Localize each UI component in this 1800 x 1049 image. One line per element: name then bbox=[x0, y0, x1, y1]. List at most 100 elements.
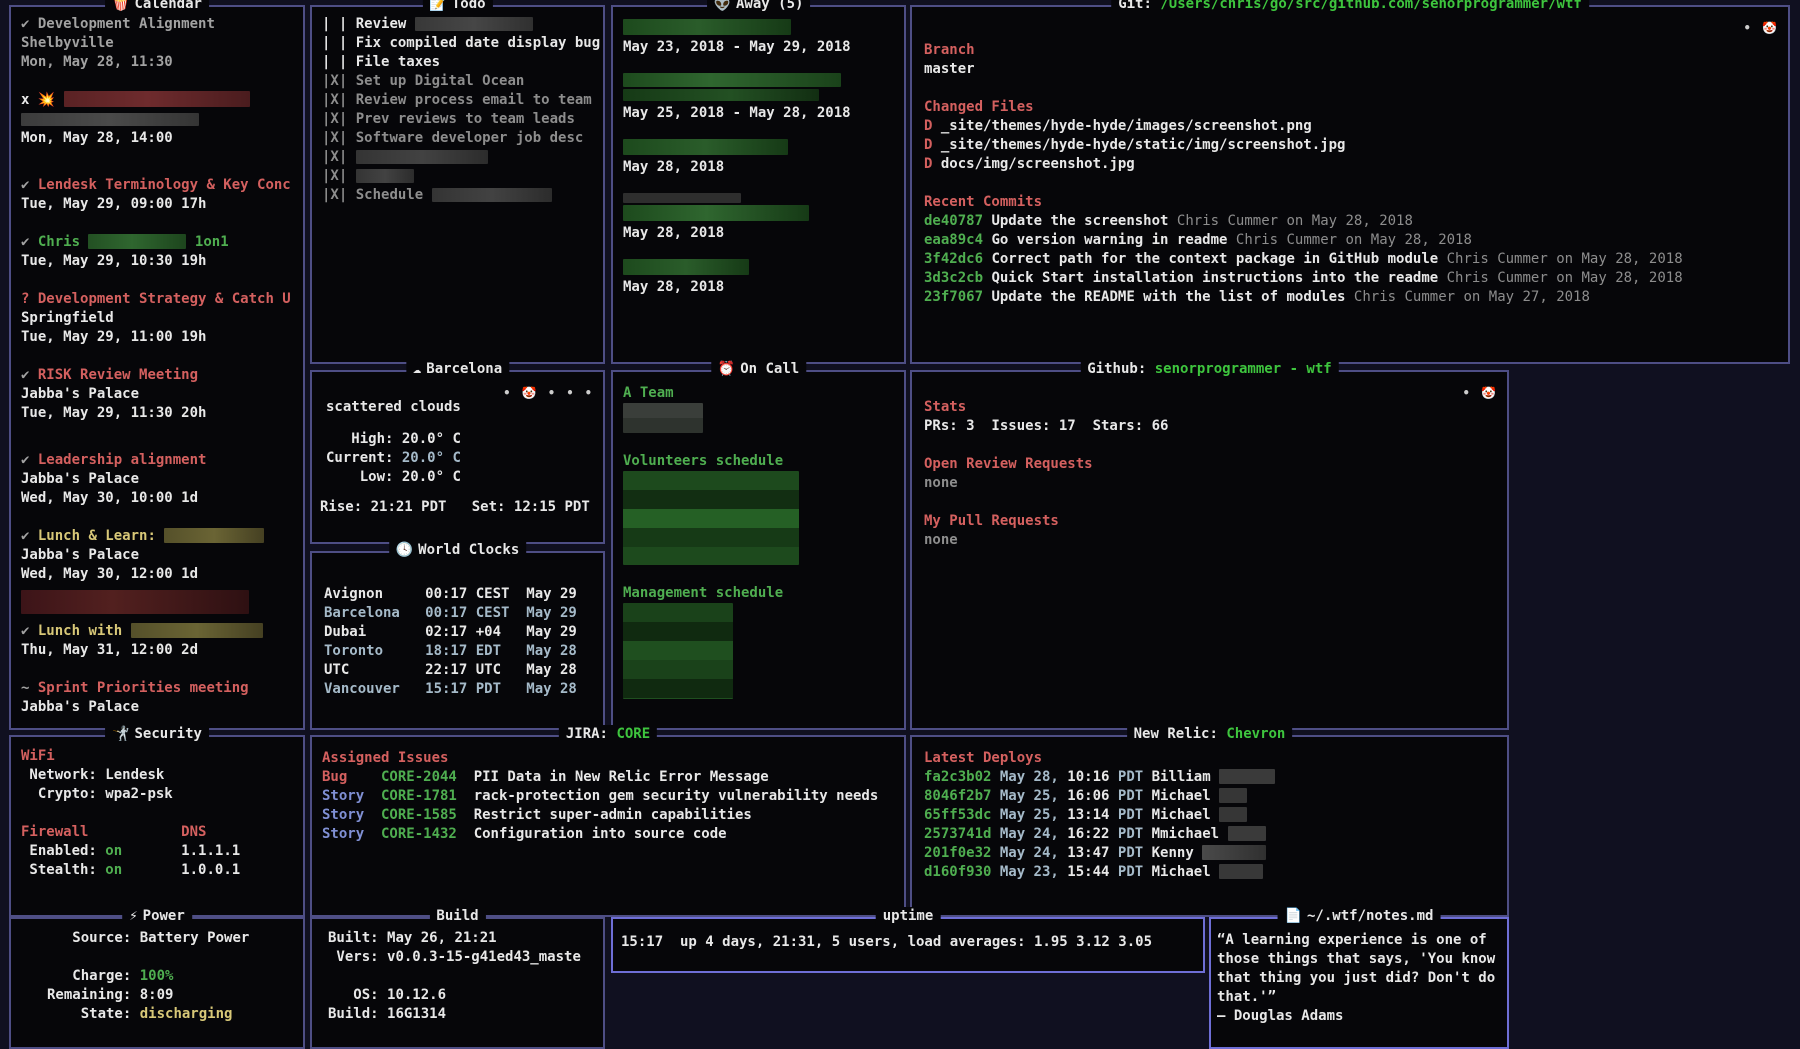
away-dates: May 28, 2018 bbox=[623, 225, 725, 241]
redacted-block bbox=[623, 471, 799, 565]
git-changed-file: D _site/themes/hyde-hyde/images/screensh… bbox=[924, 118, 1312, 134]
todo-item[interactable]: |X| bbox=[322, 167, 593, 186]
weather-panel-title: ☁ Barcelona bbox=[405, 360, 510, 379]
alarm-clock-icon: ⏰ bbox=[717, 361, 736, 377]
redacted-block bbox=[1219, 807, 1248, 822]
pager-dots[interactable]: • 🤡 bbox=[1743, 21, 1779, 35]
build-panel: Build Built: May 26, 21:21 Vers: v0.0.3-… bbox=[310, 907, 605, 1049]
redacted-block bbox=[1219, 769, 1276, 784]
away-dates: May 25, 2018 - May 28, 2018 bbox=[623, 105, 851, 121]
git-commit: 3d3c2cb Quick Start installation instruc… bbox=[924, 270, 1683, 286]
weather-panel: ☁ Barcelona • 🤡 • • • scattered clouds Hi… bbox=[310, 360, 605, 544]
event-datetime: Tue, May 29, 11:30 20h bbox=[21, 405, 207, 421]
calendar-event: ✔ Lunch with Thu, May 31, 12:00 2d bbox=[21, 622, 293, 660]
git-repo-path: /Users/chris/go/src/github.com/senorprog… bbox=[1160, 0, 1582, 12]
todo-item[interactable]: | | Fix compiled date display bug bbox=[322, 35, 601, 51]
github-panel: Github: senorprogrammer - wtf • 🤡 Stats … bbox=[910, 360, 1509, 730]
event-title: Development Strategy & Catch U bbox=[37, 291, 291, 307]
event-title: Lendesk Terminology & Key Conc bbox=[37, 177, 291, 193]
calendar-event: ? Development Strategy & Catch U Springf… bbox=[21, 290, 293, 347]
deploy-row: 65ff53dc May 25, 13:14 PDT Michael bbox=[924, 806, 1497, 825]
wifi-network: Lendesk bbox=[105, 767, 165, 783]
away-entry: May 28, 2018 bbox=[623, 259, 894, 297]
github-open-reviews: none bbox=[924, 475, 958, 491]
todo-item[interactable]: |X| Software developer job desc bbox=[322, 130, 584, 146]
clock-icon: 🕓 bbox=[395, 542, 414, 558]
new-relic-panel: New Relic: Chevron Latest Deploys fa2c3b… bbox=[910, 725, 1509, 917]
deploy-row: 201f0e32 May 24, 13:47 PDT Kenny bbox=[924, 844, 1497, 863]
event-title: Sprint Priorities meeting bbox=[37, 680, 249, 696]
github-stats: PRs: 3 Issues: 17 Stars: 66 bbox=[924, 418, 1169, 434]
weather-condition: scattered clouds bbox=[326, 399, 461, 415]
popcorn-icon: 🍿 bbox=[112, 0, 130, 12]
on-call-panel: ⏰ On Call A Team Volunteers schedule Mana… bbox=[611, 360, 906, 730]
jira-issue-row[interactable]: Story CORE-1432 Configuration into source … bbox=[322, 826, 727, 842]
dns-primary: 1.1.1.1 bbox=[181, 843, 241, 859]
redacted-block bbox=[623, 139, 788, 155]
firewall-enabled: on bbox=[105, 843, 123, 859]
todo-item[interactable]: |X| Review process email to team bbox=[322, 92, 592, 108]
redacted-block bbox=[623, 403, 703, 433]
event-title: Development Alignment bbox=[37, 16, 215, 32]
event-datetime: Tue, May 29, 10:30 19h bbox=[21, 253, 207, 269]
todo-item[interactable]: | | Review bbox=[322, 15, 593, 34]
todo-item[interactable]: | | File taxes bbox=[322, 54, 441, 70]
event-datetime: Tue, May 29, 09:00 17h bbox=[21, 196, 207, 212]
todo-checkbox: |X| bbox=[322, 149, 348, 165]
redacted-block bbox=[1219, 788, 1248, 803]
todo-item[interactable]: |X| Prev reviews to team leads bbox=[322, 111, 575, 127]
jira-issue-row[interactable]: Story CORE-1781 rack-protection gem securi… bbox=[322, 788, 879, 804]
event-location: Jabba's Palace bbox=[21, 547, 140, 563]
pager-dots[interactable]: • 🤡 bbox=[1462, 386, 1498, 400]
clock-row: UTC 22:17 UTC May 28 bbox=[324, 662, 577, 678]
jira-issue-row[interactable]: Bug CORE-2044 PII Data in New Relic Error … bbox=[322, 769, 769, 785]
lightning-icon: ⚡ bbox=[129, 908, 138, 924]
redacted-block bbox=[355, 150, 488, 164]
event-datetime: Mon, May 28, 14:00 bbox=[21, 130, 173, 146]
jira-project-name: CORE bbox=[616, 726, 651, 742]
todo-item[interactable]: |X| bbox=[322, 148, 593, 167]
on-call-panel-title: ⏰ On Call bbox=[710, 360, 807, 379]
redacted-block bbox=[623, 89, 819, 101]
jira-issue-row[interactable]: Story CORE-1585 Restrict super-admin capab… bbox=[322, 807, 752, 823]
notes-line: those things that says, 'You know bbox=[1217, 951, 1496, 967]
alien-icon: 👽 bbox=[713, 0, 731, 12]
event-location: Jabba's Palace bbox=[21, 471, 140, 487]
redacted-block bbox=[1227, 826, 1266, 841]
git-changed-file: D docs/img/screenshot.jpg bbox=[924, 156, 1135, 172]
jira-panel: JIRA: CORE Assigned Issues Bug CORE-2044 P… bbox=[310, 725, 906, 917]
github-open-reviews-label: Open Review Requests bbox=[924, 456, 1093, 472]
event-datetime: Wed, May 30, 12:00 1d bbox=[21, 566, 199, 582]
build-panel-title: Build bbox=[429, 907, 486, 926]
git-branch-label: Branch bbox=[924, 42, 975, 58]
redacted-block bbox=[355, 169, 414, 183]
firewall-label: Firewall bbox=[21, 824, 89, 840]
todo-checkbox: |X| bbox=[322, 92, 348, 108]
git-changed-label: Changed Files bbox=[924, 99, 1034, 115]
away-entry: May 28, 2018 bbox=[623, 193, 894, 243]
oncall-section-heading: Management schedule bbox=[623, 585, 784, 601]
event-datetime: Mon, May 28, 11:30 bbox=[21, 54, 173, 70]
git-panel: Git: /Users/chris/go/src/github.com/seno… bbox=[910, 0, 1790, 364]
new-relic-panel-title: New Relic: Chevron bbox=[1126, 725, 1293, 744]
deploy-row: 8046f2b7 May 25, 16:06 PDT Michael bbox=[924, 787, 1497, 806]
world-clocks-panel: 🕓 World Clocks Avignon 00:17 CEST May 29 Ba… bbox=[310, 541, 605, 730]
todo-checkbox: | | bbox=[322, 54, 348, 70]
document-icon: 📄 bbox=[1284, 908, 1302, 924]
away-dates: May 28, 2018 bbox=[623, 279, 725, 295]
todo-item[interactable]: |X| Schedule bbox=[322, 186, 593, 205]
todo-panel: 📝 Todo | | Review | | Fix compiled date d… bbox=[310, 0, 605, 364]
oncall-section-heading: Volunteers schedule bbox=[623, 453, 784, 469]
build-os: 10.12.6 bbox=[387, 987, 447, 1003]
todo-item[interactable]: |X| Set up Digital Ocean bbox=[322, 73, 525, 89]
clock-row: Avignon 00:17 CEST May 29 bbox=[324, 586, 577, 602]
event-location: Jabba's Palace bbox=[21, 699, 140, 715]
power-panel-title: ⚡ Power bbox=[122, 907, 192, 926]
pager-dots[interactable]: • 🤡 • • • bbox=[503, 386, 594, 400]
notes-panel-title: 📄 ~/.wtf/notes.md bbox=[1277, 907, 1441, 926]
security-panel-title: 🤺 Security bbox=[105, 725, 209, 744]
new-relic-app-name: Chevron bbox=[1226, 726, 1286, 742]
wifi-label: WiFi bbox=[21, 748, 55, 764]
github-my-prs-label: My Pull Requests bbox=[924, 513, 1059, 529]
redacted-block bbox=[1202, 845, 1267, 860]
